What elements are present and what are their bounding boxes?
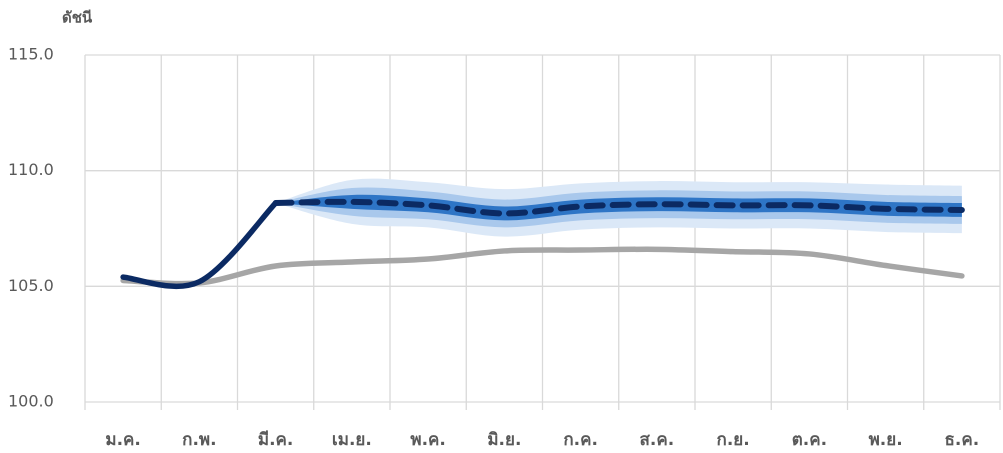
- x-tick-label: ก.พ.: [182, 430, 216, 450]
- x-tick-label: มี.ค.: [258, 429, 294, 450]
- y-tick-label: 110.0: [8, 160, 54, 179]
- series-line: [120, 246, 965, 287]
- y-axis-label: ดัชนี: [62, 9, 93, 27]
- x-tick-label: ส.ค.: [640, 430, 675, 450]
- y-tick-label: 105.0: [8, 276, 54, 295]
- x-tick-label: ธ.ค.: [945, 430, 980, 450]
- x-tick-label: ต.ค.: [792, 430, 827, 450]
- y-tick-label: 100.0: [8, 392, 54, 411]
- y-tick-label: 115.0: [8, 45, 54, 64]
- series-line: [272, 198, 965, 217]
- x-tick-label: เม.ย.: [332, 430, 372, 450]
- x-tick-label: พ.ย.: [869, 430, 903, 450]
- series-line: [120, 200, 279, 290]
- x-tick-label: ม.ค.: [105, 430, 141, 450]
- x-tick-label: ก.ค.: [563, 430, 598, 450]
- x-tick-label: มิ.ย.: [487, 430, 521, 450]
- x-tick-label: ก.ย.: [717, 430, 750, 450]
- x-tick-label: พ.ค.: [410, 430, 446, 450]
